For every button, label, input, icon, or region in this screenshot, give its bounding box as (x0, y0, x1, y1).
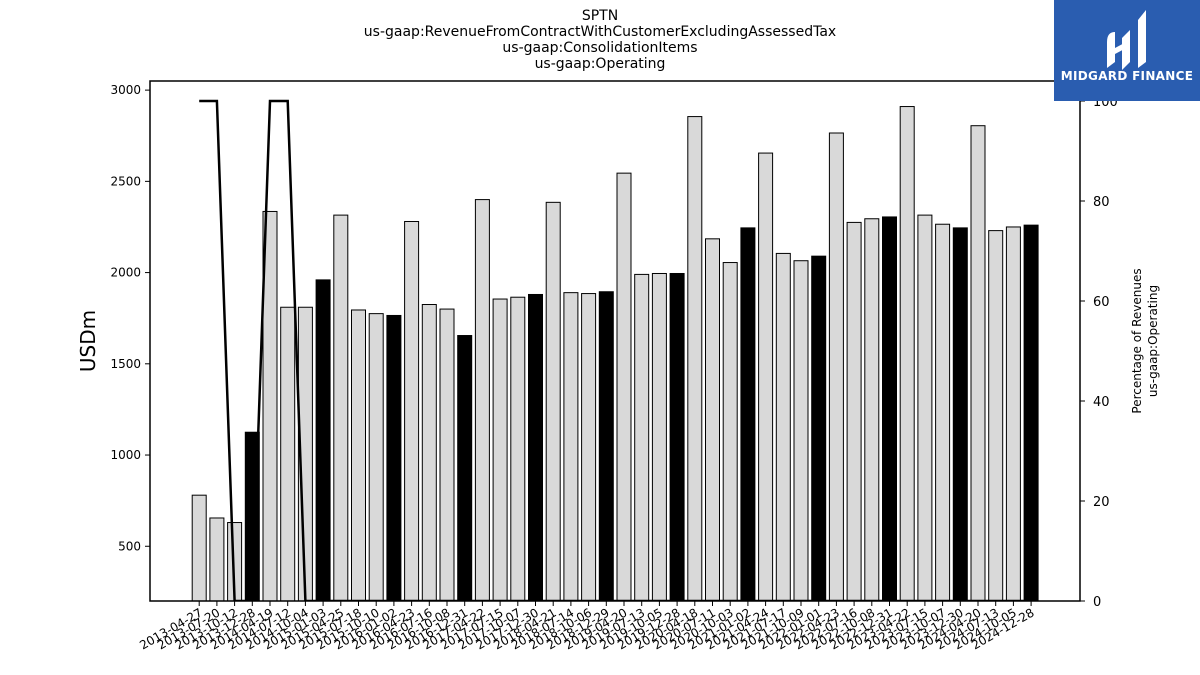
bar (740, 227, 756, 602)
bar (1023, 224, 1039, 602)
y-tick-label: 500 (118, 539, 141, 553)
bar (935, 223, 951, 602)
y-axis-label: USDm (76, 310, 100, 372)
bar (598, 291, 614, 602)
bar (315, 279, 331, 602)
logo-mark-icon (1107, 10, 1146, 70)
bar (368, 313, 384, 602)
bar (864, 218, 880, 602)
bar (545, 201, 561, 602)
bar (952, 227, 968, 602)
bar (280, 306, 296, 602)
bar (351, 309, 366, 602)
bar (917, 214, 933, 602)
y-tick-label: 2000 (110, 266, 141, 280)
y2-tick-label: 80 (1093, 195, 1110, 210)
y2-tick-label: 40 (1093, 395, 1110, 410)
bar (209, 517, 225, 602)
bar (510, 296, 526, 602)
chart-subtitle-2: us-gaap:ConsolidationItems (502, 40, 698, 56)
bar (404, 220, 420, 602)
bar (722, 262, 738, 602)
bar (687, 116, 703, 602)
y2-tick-label: 60 (1093, 295, 1110, 310)
y-tick-label: 1000 (110, 448, 141, 462)
y2-axis-label: Percentage of Revenues (1130, 268, 1144, 413)
chart-title: SPTN (581, 8, 619, 24)
bar (457, 335, 473, 602)
logo-text: MIDGARD FINANCE (1060, 69, 1194, 83)
bar (386, 314, 402, 602)
chart-subtitle-1: us-gaap:RevenueFromContractWithCustomerE… (363, 24, 837, 40)
bar (528, 293, 543, 602)
bar (758, 152, 774, 602)
y2-tick-label: 0 (1093, 595, 1101, 610)
y-tick-label: 2500 (110, 174, 141, 188)
bar (899, 106, 915, 602)
bar (775, 252, 791, 602)
bar (651, 272, 667, 602)
bar (439, 308, 455, 602)
bar (191, 494, 207, 602)
bar (634, 273, 650, 602)
y-tick-label: 3000 (110, 83, 141, 97)
midgard-finance-logo: MIDGARD FINANCE (1054, 0, 1200, 101)
bar (828, 132, 844, 602)
bar (421, 304, 437, 602)
bar (492, 298, 508, 602)
bar (811, 255, 827, 602)
bar (563, 292, 579, 602)
bar (882, 216, 897, 602)
bar (970, 125, 986, 602)
bar (846, 221, 862, 602)
bar (616, 172, 632, 602)
chart-subtitle-3: us-gaap:Operating (534, 56, 666, 72)
bar (988, 230, 1004, 602)
plot-frame (149, 80, 1081, 602)
bar (581, 293, 597, 602)
bar (333, 214, 349, 602)
y-tick-label: 1500 (110, 357, 141, 371)
bar (474, 199, 490, 602)
bar (1005, 226, 1021, 602)
y2-tick-label: 20 (1093, 495, 1110, 510)
y2-axis-label: us-gaap:Operating (1146, 285, 1160, 397)
bar (705, 238, 720, 602)
bar (669, 272, 685, 602)
bar (793, 260, 809, 602)
